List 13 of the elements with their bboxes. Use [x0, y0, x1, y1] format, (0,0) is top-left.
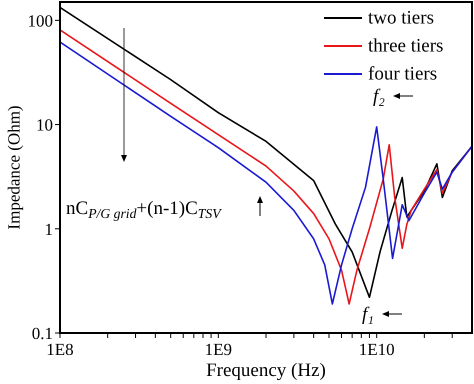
legend-label: three tiers: [368, 36, 444, 56]
legend-label: four tiers: [368, 64, 438, 84]
y-axis-title: Impedance (Ohm): [4, 105, 24, 230]
y-tick-label: 1: [44, 220, 53, 239]
y-tick-label: 100: [28, 11, 53, 30]
legend-label: two tiers: [368, 8, 434, 28]
annotation: f₁: [362, 304, 374, 325]
x-tick-label: 1E9: [204, 340, 232, 360]
x-axis-title: Frequency (Hz): [206, 360, 326, 381]
x-tick-label: 1E10: [358, 340, 395, 360]
annotation: f₂: [373, 86, 386, 107]
y-tick-label: 10: [36, 116, 53, 135]
annotation: nC$_{P/G grid}$+(n-1)C$_{TSV}$: [66, 198, 222, 222]
